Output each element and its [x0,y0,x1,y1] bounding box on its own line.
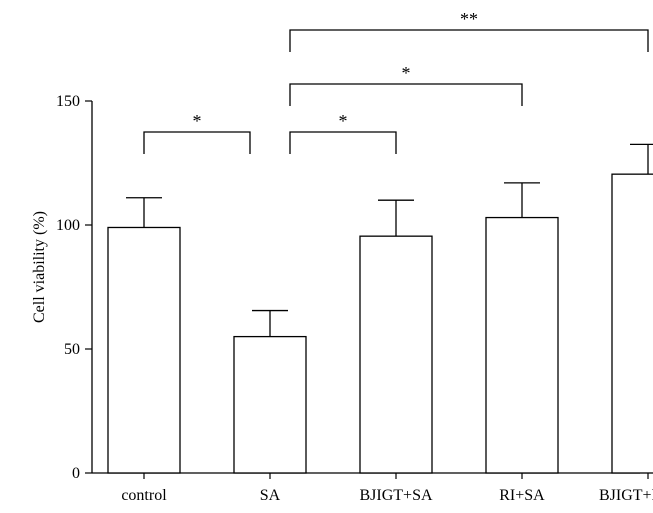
significance-label: * [339,111,348,131]
bar-bjigt-ri-sa [611,173,653,474]
x-tick-label: control [121,487,167,504]
bar-ri-sa [485,216,559,474]
bar-sa [233,335,307,474]
significance-label: * [402,63,411,83]
y-tick-label: 100 [56,217,80,234]
x-tick-label: BJIGT+SA [359,487,432,504]
bar-bjigt-sa [359,235,433,474]
significance-brackets: * **** [143,9,649,154]
significance-bracket [289,131,397,154]
x-tick-label: SA [260,487,281,504]
significance-bracket [289,29,649,52]
bar-control [107,226,181,474]
y-tick-label: 0 [72,465,80,482]
significance-bracket [143,131,251,154]
y-tick-label: 150 [56,93,80,110]
significance-bracket [289,83,523,106]
x-tick-label: BJIGT+RI+SA [599,487,653,504]
significance-label: ** [460,9,478,29]
significance-label: * [193,111,202,131]
y-axis-label: Cell viability (%) [31,211,48,323]
x-tick-label: RI+SA [499,487,545,504]
bars: control SA BJIGT+SA RI+SA BJIGT+RI+SA [107,143,653,504]
y-tick-label: 50 [64,341,80,358]
